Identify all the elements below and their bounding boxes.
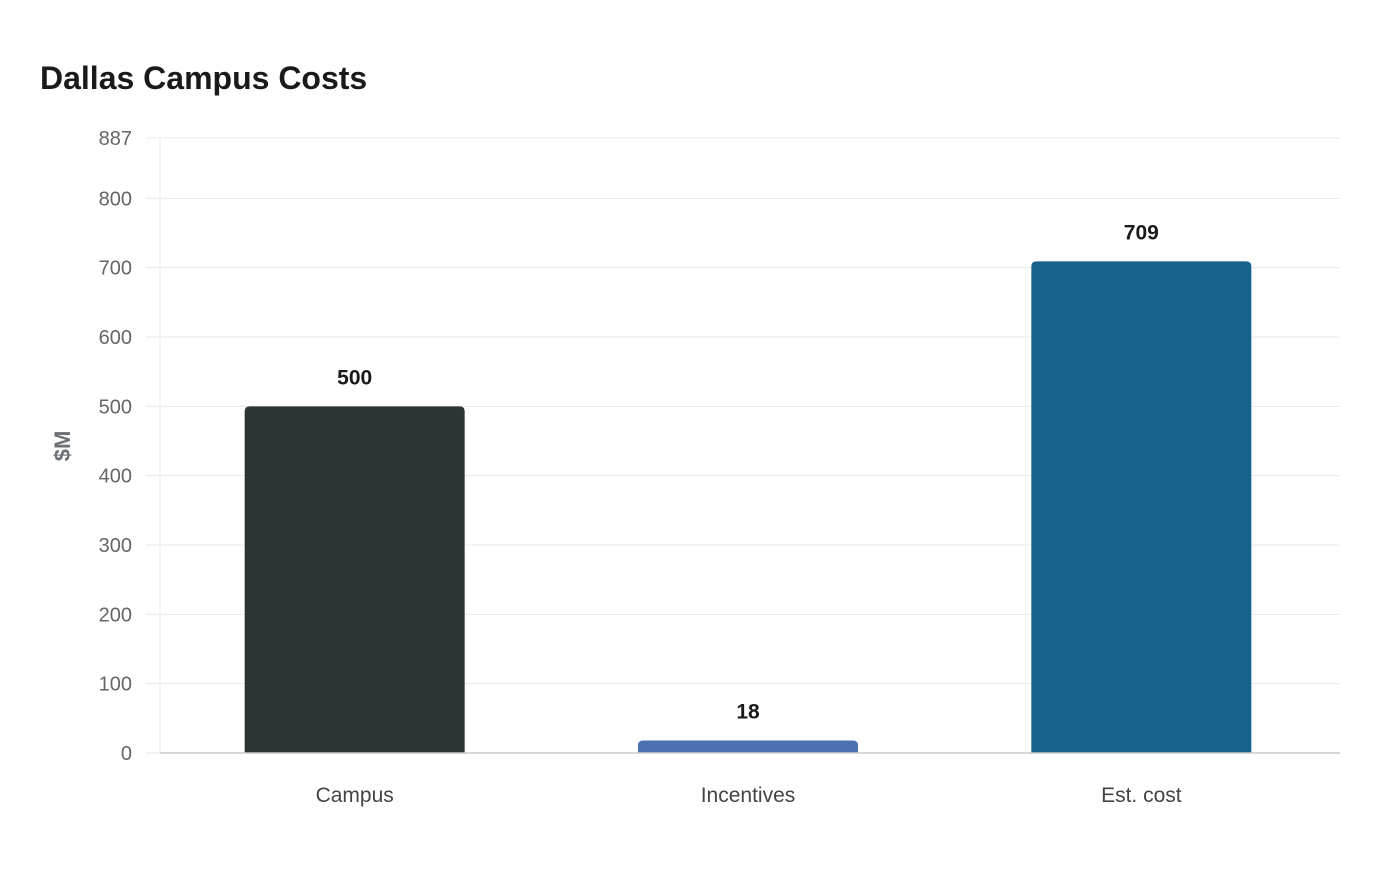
y-ticks: 0 100 200 300 400 500 600 700 800 887 bbox=[99, 128, 132, 765]
bar-1 bbox=[638, 740, 858, 753]
bar-2 bbox=[1031, 261, 1252, 753]
category-label-2: Est. cost bbox=[1101, 784, 1182, 807]
value-label-2: 709 bbox=[1124, 221, 1159, 244]
y-tick-label-7: 700 bbox=[99, 258, 132, 280]
category-label-1: Incentives bbox=[701, 784, 796, 807]
y-tick-label-1: 100 bbox=[99, 674, 132, 696]
chart-title: Dallas Campus Costs bbox=[40, 60, 368, 96]
y-axis-label: $M bbox=[50, 431, 75, 462]
y-tick-label-5: 500 bbox=[99, 396, 132, 418]
axis-layer bbox=[159, 138, 1340, 754]
bar-0 bbox=[244, 406, 465, 753]
value-labels: 500 18 709 bbox=[337, 221, 1159, 723]
category-label-0: Campus bbox=[316, 784, 394, 807]
y-tick-label-9: 887 bbox=[99, 128, 132, 150]
y-tick-label-2: 200 bbox=[99, 604, 132, 626]
bars-layer bbox=[244, 261, 1252, 753]
value-label-1: 18 bbox=[736, 701, 760, 724]
value-label-0: 500 bbox=[337, 366, 372, 389]
y-tick-label-8: 800 bbox=[99, 188, 132, 210]
y-tick-label-0: 0 bbox=[121, 743, 132, 765]
y-tick-label-6: 600 bbox=[99, 327, 132, 349]
y-tick-label-3: 300 bbox=[99, 535, 132, 557]
x-categories: Campus Incentives Est. cost bbox=[316, 784, 1182, 807]
y-tick-label-4: 400 bbox=[99, 466, 132, 488]
